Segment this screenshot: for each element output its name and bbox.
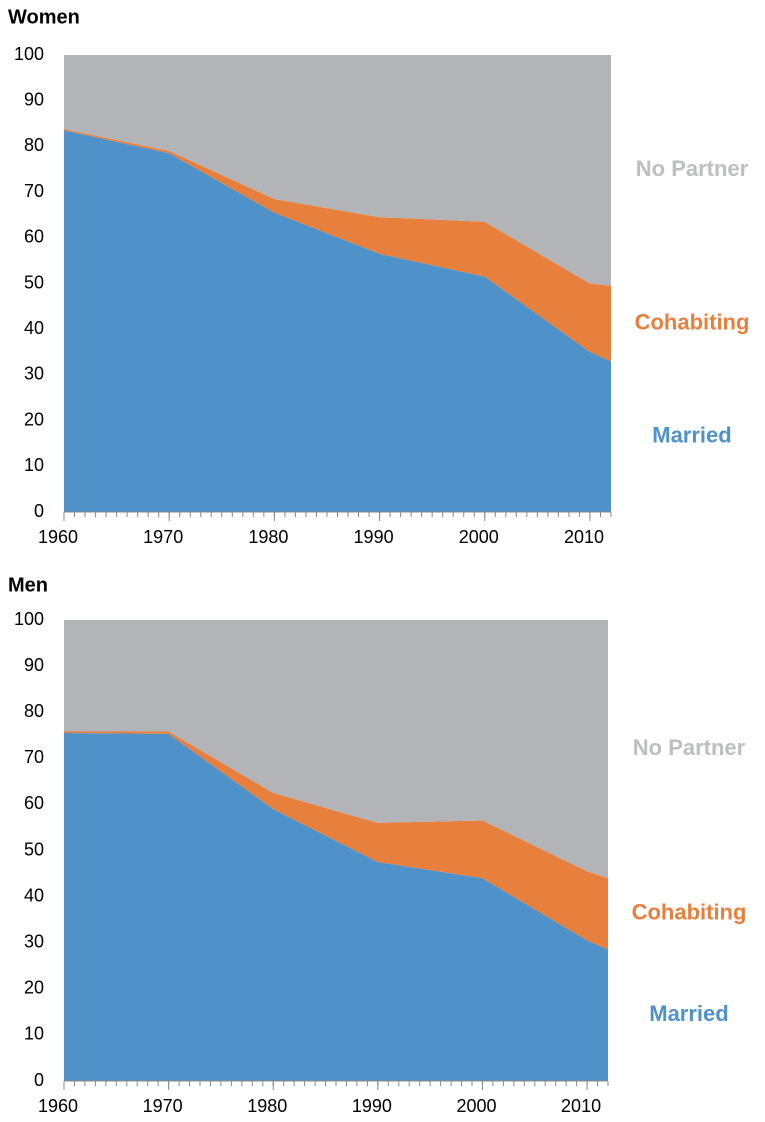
series-label: No Partner [636, 156, 749, 181]
x-tick-label: 1990 [354, 527, 394, 547]
series-label: Cohabiting [635, 309, 750, 334]
y-tick-label: 70 [24, 747, 44, 767]
area [64, 129, 611, 362]
area [64, 732, 608, 1081]
series-label: Married [649, 1001, 728, 1026]
x-tick-label: 1960 [38, 1096, 78, 1116]
chart-title: Women [8, 6, 80, 28]
y-tick-label: 10 [24, 455, 44, 475]
y-tick-label: 90 [24, 655, 44, 675]
y-tick-label: 50 [24, 272, 44, 292]
y-tick-label: 0 [34, 501, 44, 521]
x-tick-label: 1980 [247, 1096, 287, 1116]
x-tick-label: 1980 [248, 527, 288, 547]
y-tick-label: 80 [24, 701, 44, 721]
y-tick-label: 70 [24, 181, 44, 201]
series-label: Cohabiting [632, 900, 747, 925]
x-tick-label: 1970 [143, 527, 183, 547]
y-tick-label: 0 [34, 1070, 44, 1090]
y-tick-label: 40 [24, 885, 44, 905]
chart-title: Men [8, 574, 48, 596]
y-tick-label: 20 [24, 409, 44, 429]
y-tick-label: 100 [14, 44, 44, 64]
y-tick-label: 30 [24, 931, 44, 951]
y-tick-label: 40 [24, 318, 44, 338]
x-tick-label: 1960 [38, 527, 78, 547]
y-tick-label: 100 [14, 609, 44, 629]
x-tick-label: 1990 [352, 1096, 392, 1116]
x-tick-label: 1970 [143, 1096, 183, 1116]
y-tick-label: 30 [24, 364, 44, 384]
series-label: Married [652, 422, 731, 447]
series-label: No Partner [633, 735, 746, 760]
area [64, 130, 611, 512]
x-tick-label: 2000 [456, 1096, 496, 1116]
area [64, 55, 611, 286]
x-tick-label: 2010 [561, 1096, 601, 1116]
y-tick-label: 20 [24, 978, 44, 998]
y-tick-label: 10 [24, 1024, 44, 1044]
area [64, 731, 608, 950]
y-tick-label: 80 [24, 135, 44, 155]
area [64, 620, 608, 879]
x-tick-label: 2010 [564, 527, 604, 547]
x-tick-label: 2000 [459, 527, 499, 547]
y-tick-label: 60 [24, 793, 44, 813]
y-tick-label: 60 [24, 227, 44, 247]
y-tick-label: 90 [24, 89, 44, 109]
y-tick-label: 50 [24, 839, 44, 859]
